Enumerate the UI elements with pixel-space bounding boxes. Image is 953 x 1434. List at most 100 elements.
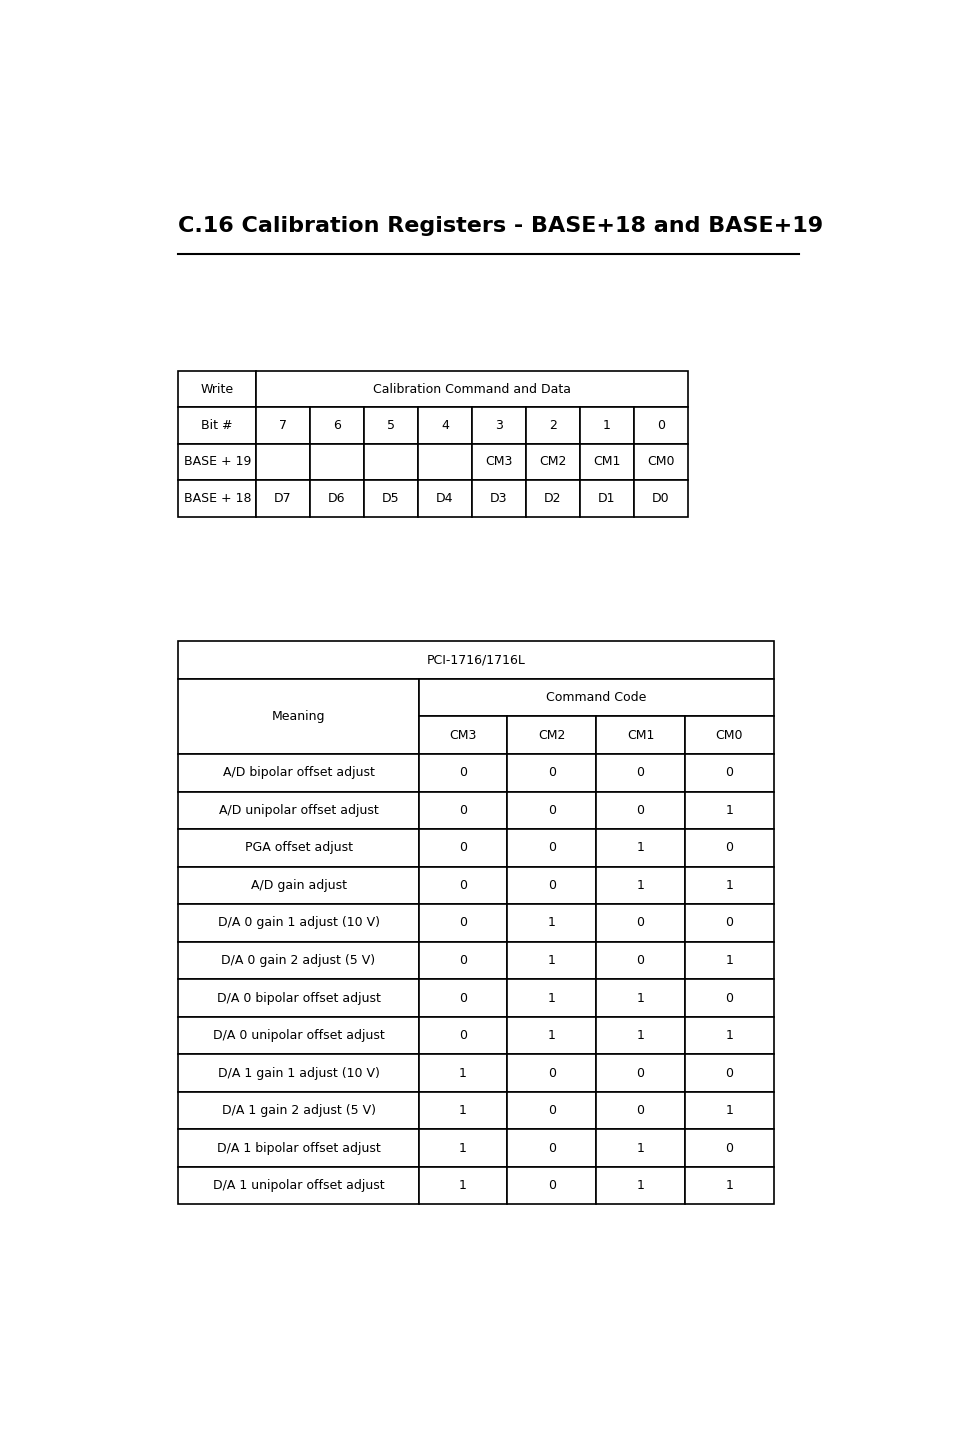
Text: A/D bipolar offset adjust: A/D bipolar offset adjust [222, 766, 375, 779]
Bar [418, 905, 507, 942]
Text: C.16 Calibration Registers - BASE+18 and BASE+19: C.16 Calibration Registers - BASE+18 and… [178, 217, 822, 237]
Bar [507, 829, 596, 866]
Bar [417, 407, 472, 443]
Text: D/A 1 bipolar offset adjust: D/A 1 bipolar offset adjust [216, 1141, 380, 1154]
Bar [310, 407, 364, 443]
Text: 1: 1 [724, 954, 733, 967]
Text: 1: 1 [724, 804, 733, 817]
Text: D6: D6 [328, 492, 345, 505]
Bar [684, 1054, 773, 1091]
Text: 0: 0 [458, 916, 467, 929]
Bar [507, 1091, 596, 1130]
Bar [178, 754, 418, 792]
Bar [178, 480, 255, 516]
Text: 0: 0 [636, 766, 644, 779]
Text: CM2: CM2 [537, 728, 565, 741]
Text: 1: 1 [724, 879, 733, 892]
Text: 0: 0 [547, 1067, 556, 1080]
Bar [178, 1167, 418, 1205]
Text: 1: 1 [458, 1141, 467, 1154]
Text: D0: D0 [651, 492, 669, 505]
Bar [507, 942, 596, 979]
Bar [684, 1091, 773, 1130]
Bar [178, 905, 418, 942]
Text: 1: 1 [724, 1179, 733, 1192]
Bar [579, 480, 633, 516]
Text: 3: 3 [495, 419, 502, 432]
Bar [684, 717, 773, 754]
Bar [418, 678, 773, 717]
Bar [684, 942, 773, 979]
Text: 0: 0 [724, 1141, 733, 1154]
Bar [310, 480, 364, 516]
Bar [507, 905, 596, 942]
Text: BASE + 18: BASE + 18 [183, 492, 251, 505]
Bar [472, 407, 525, 443]
Bar [178, 371, 255, 407]
Text: 1: 1 [547, 916, 556, 929]
Bar [178, 678, 418, 754]
Text: Meaning: Meaning [272, 710, 325, 723]
Bar [684, 905, 773, 942]
Bar [178, 829, 418, 866]
Text: 0: 0 [636, 954, 644, 967]
Text: 0: 0 [547, 842, 556, 855]
Bar [596, 829, 684, 866]
Text: CM2: CM2 [538, 456, 566, 469]
Bar [684, 979, 773, 1017]
Bar [507, 979, 596, 1017]
Bar [178, 443, 255, 480]
Bar [684, 754, 773, 792]
Text: CM0: CM0 [646, 456, 674, 469]
Text: CM0: CM0 [715, 728, 742, 741]
Text: 1: 1 [636, 842, 644, 855]
Bar [178, 1130, 418, 1167]
Text: D5: D5 [382, 492, 399, 505]
Bar [418, 1017, 507, 1054]
Text: 1: 1 [636, 991, 644, 1004]
Bar [255, 480, 310, 516]
Bar [310, 443, 364, 480]
Text: 1: 1 [636, 1141, 644, 1154]
Bar [255, 371, 687, 407]
Text: 1: 1 [636, 879, 644, 892]
Bar [684, 866, 773, 905]
Bar [507, 1017, 596, 1054]
Text: 0: 0 [547, 1141, 556, 1154]
Text: 0: 0 [458, 954, 467, 967]
Text: 4: 4 [440, 419, 449, 432]
Text: D/A 0 gain 2 adjust (5 V): D/A 0 gain 2 adjust (5 V) [221, 954, 375, 967]
Text: 0: 0 [547, 804, 556, 817]
Bar [596, 754, 684, 792]
Text: 0: 0 [724, 916, 733, 929]
Bar [507, 754, 596, 792]
Bar [178, 407, 255, 443]
Bar [418, 1054, 507, 1091]
Text: 1: 1 [458, 1067, 467, 1080]
Bar [579, 407, 633, 443]
Bar [418, 717, 507, 754]
Text: 1: 1 [636, 1179, 644, 1192]
Text: 7: 7 [278, 419, 287, 432]
Bar [507, 792, 596, 829]
Bar [178, 641, 773, 678]
Text: 1: 1 [547, 991, 556, 1004]
Bar [418, 1167, 507, 1205]
Bar [418, 829, 507, 866]
Bar [596, 792, 684, 829]
Bar [418, 1130, 507, 1167]
Bar [579, 443, 633, 480]
Text: CM1: CM1 [626, 728, 654, 741]
Bar [633, 407, 687, 443]
Text: D/A 0 gain 1 adjust (10 V): D/A 0 gain 1 adjust (10 V) [217, 916, 379, 929]
Text: 0: 0 [458, 1030, 467, 1043]
Bar [684, 1130, 773, 1167]
Text: A/D unipolar offset adjust: A/D unipolar offset adjust [218, 804, 378, 817]
Bar [418, 754, 507, 792]
Bar [178, 1091, 418, 1130]
Bar [507, 1167, 596, 1205]
Bar [525, 443, 579, 480]
Bar [507, 1130, 596, 1167]
Bar [418, 942, 507, 979]
Text: 1: 1 [458, 1179, 467, 1192]
